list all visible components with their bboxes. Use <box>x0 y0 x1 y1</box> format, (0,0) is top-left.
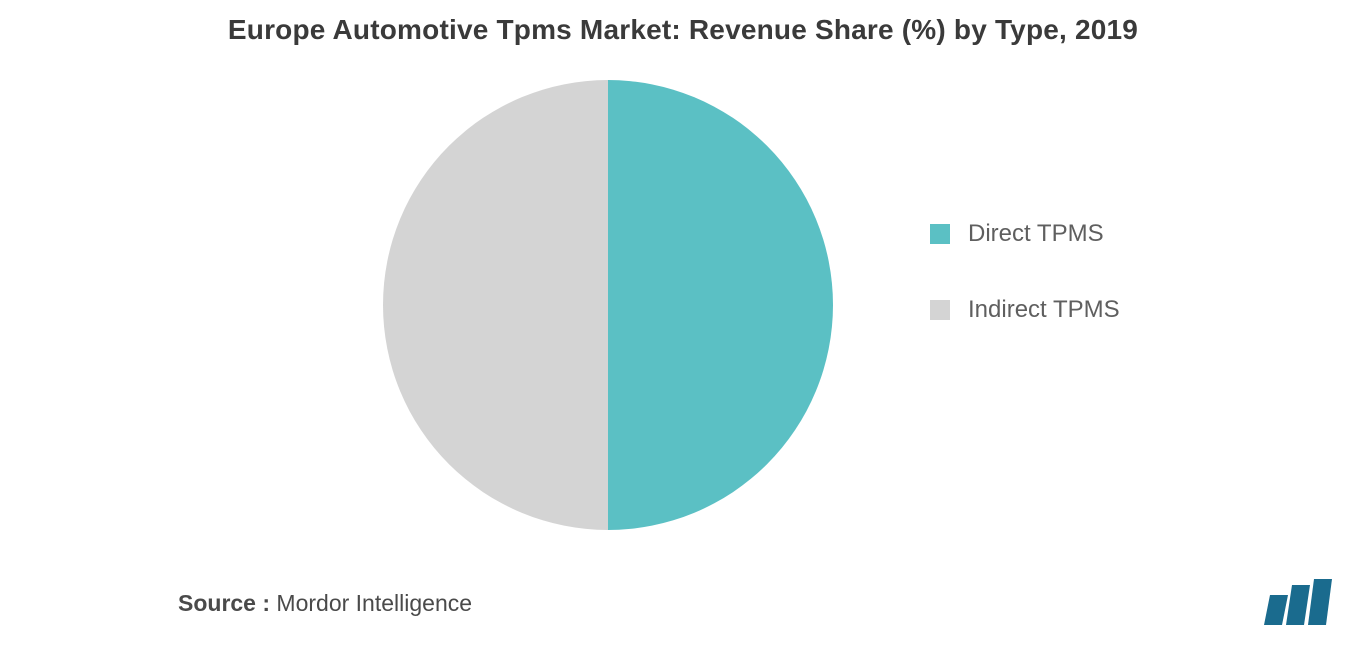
legend-swatch <box>930 224 950 244</box>
logo-bar <box>1286 585 1310 625</box>
legend-item: Direct TPMS <box>930 220 1120 248</box>
legend-item: Indirect TPMS <box>930 296 1120 324</box>
chart-legend: Direct TPMS Indirect TPMS <box>930 220 1120 372</box>
source-label: Source : <box>178 590 270 616</box>
logo-bar <box>1264 595 1288 625</box>
pie-chart <box>383 80 833 530</box>
pie-graphic <box>383 80 833 530</box>
legend-swatch <box>930 300 950 320</box>
legend-label: Direct TPMS <box>968 220 1104 248</box>
mordor-logo-icon <box>1262 579 1332 625</box>
chart-title: Europe Automotive Tpms Market: Revenue S… <box>0 14 1366 46</box>
logo-bar <box>1308 579 1332 625</box>
legend-label: Indirect TPMS <box>968 296 1120 324</box>
source-value: Mordor Intelligence <box>276 590 472 616</box>
source-attribution: Source : Mordor Intelligence <box>178 590 472 617</box>
chart-container: Europe Automotive Tpms Market: Revenue S… <box>0 0 1366 655</box>
